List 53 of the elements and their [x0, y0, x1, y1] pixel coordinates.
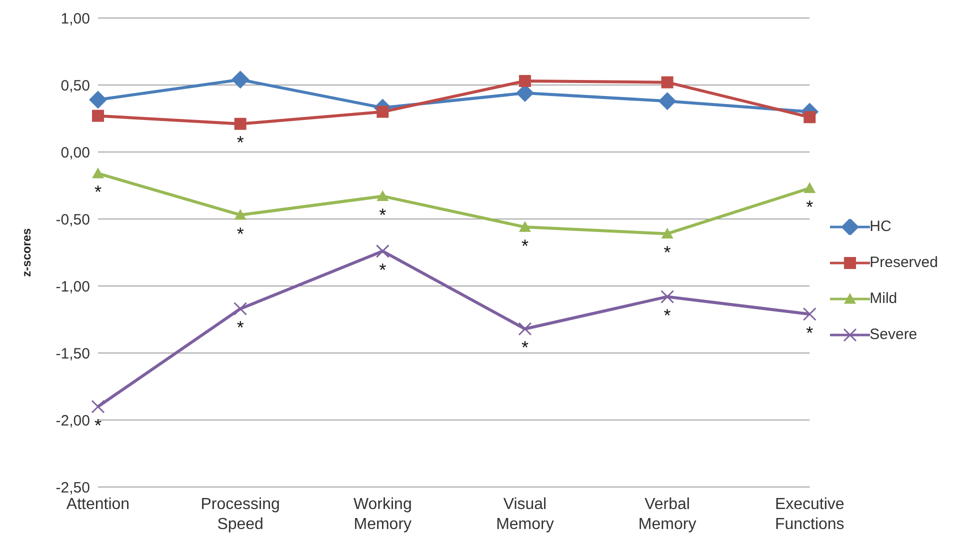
annotation: * [806, 322, 814, 343]
x-tick-label: Verbal Memory [638, 496, 696, 533]
point [89, 90, 107, 109]
y-tick-label: -1,00 [56, 278, 90, 296]
point [661, 228, 674, 239]
annotation: * [806, 196, 814, 217]
point [234, 208, 246, 220]
annotation: * [521, 338, 528, 358]
annotation: * [379, 205, 386, 225]
y-tick-label: 0,50 [60, 77, 90, 94]
point [804, 111, 816, 124]
annotation: * [379, 260, 386, 280]
annotation: * [236, 224, 244, 244]
point [802, 307, 816, 321]
annotation: * [664, 242, 671, 263]
y-tick-label: 0,00 [60, 144, 90, 162]
point [376, 190, 389, 202]
annotation: * [94, 415, 102, 436]
legend-label: HC [870, 218, 892, 235]
annotation: * [94, 182, 102, 202]
annotation: * [664, 306, 671, 326]
legend-label: Severe [870, 326, 918, 343]
point [231, 70, 250, 89]
point [92, 110, 104, 122]
point [518, 221, 531, 232]
x-tick-label: Processing Speed [200, 496, 280, 533]
point [518, 322, 532, 336]
point [91, 400, 105, 414]
x-tick-label: Attention [66, 496, 130, 513]
point [234, 302, 248, 316]
point [660, 290, 674, 304]
point [234, 118, 246, 130]
annotation: * [236, 318, 244, 338]
y-tick-label: -2,50 [56, 479, 90, 496]
point [518, 74, 531, 87]
point [804, 182, 816, 193]
annotation: * [521, 236, 528, 256]
x-tick-label: Visual Memory [496, 496, 554, 533]
point [658, 92, 676, 110]
y-axis-title: z-scores [19, 228, 34, 277]
y-tick-label: -2,00 [56, 412, 90, 430]
legend-label: Preserved [870, 254, 938, 271]
point [376, 106, 389, 118]
annotation: * [236, 132, 244, 153]
point [92, 167, 104, 178]
point [376, 244, 390, 258]
y-tick-label: 1,00 [60, 10, 90, 28]
legend-label: Mild [870, 290, 898, 307]
x-tick-label: Executive Functions [774, 496, 844, 533]
y-tick-label: -1,50 [56, 345, 90, 362]
x-tick-label: Working Memory [353, 496, 412, 533]
point [661, 76, 674, 88]
y-tick-label: -0,50 [56, 211, 90, 228]
